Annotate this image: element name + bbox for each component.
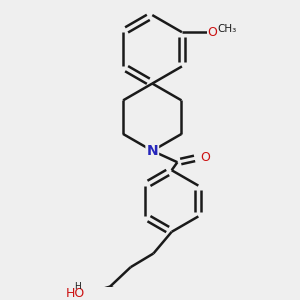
Text: O: O [200, 151, 210, 164]
Text: H: H [74, 282, 80, 291]
Text: HO: HO [66, 287, 85, 300]
Text: CH₃: CH₃ [217, 24, 236, 34]
Text: N: N [146, 144, 158, 158]
Text: O: O [207, 26, 217, 39]
